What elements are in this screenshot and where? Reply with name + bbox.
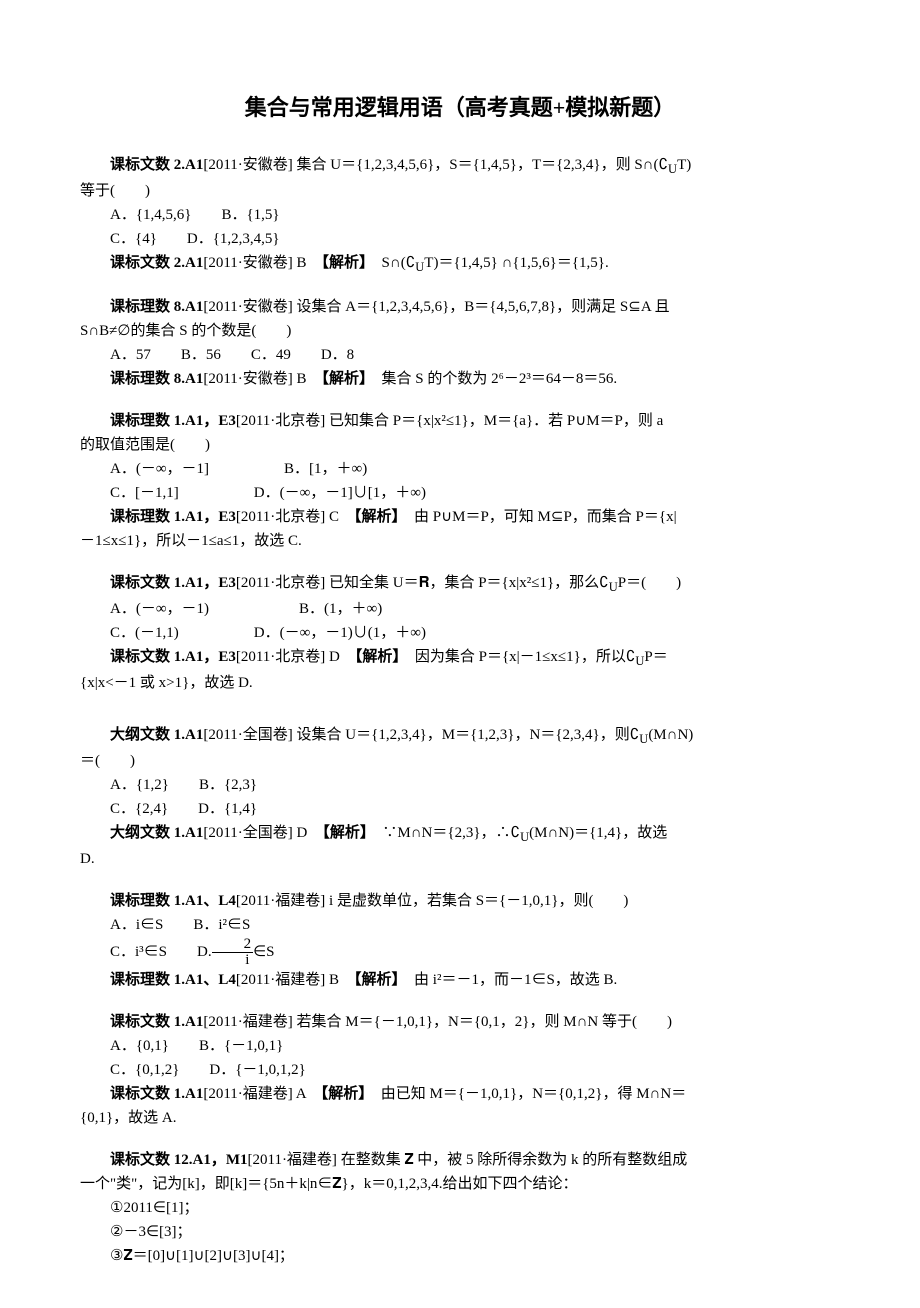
answer: 课标理数 8.A1[2011·安徽卷] B 【解析】 集合 S 的个数为 2⁶－… [80,367,840,391]
options-row-2: C．[－1,1] D．(－∞，－1]∪[1，＋∞) [80,481,840,505]
page-title: 集合与常用逻辑用语（高考真题+模拟新题） [80,90,840,125]
problem-stem: 课标文数 1.A1[2011·福建卷] 若集合 M＝{－1,0,1}，N＝{0,… [80,1010,840,1034]
stem-continuation: S∩B≠∅的集合 S 的个数是( ) [80,319,840,343]
answer-continuation: {0,1}，故选 A. [80,1106,840,1130]
answer: 课标文数 1.A1，E3[2011·北京卷] D 【解析】 因为集合 P＝{x|… [80,645,840,671]
answer-continuation: {x|x<－1 或 x>1}，故选 D. [80,671,840,695]
problem-6: 课标理数 1.A1、L4[2011·福建卷] i 是虚数单位，若集合 S＝{－1… [80,889,840,992]
problem-5: 大纲文数 1.A1[2011·全国卷] 设集合 U＝{1,2,3,4}，M＝{1… [80,723,840,871]
answer: 课标文数 1.A1[2011·福建卷] A 【解析】 由已知 M＝{－1,0,1… [80,1082,840,1106]
options-row-2: C．{4} D．{1,2,3,4,5} [80,227,840,251]
answer-continuation: －1≤x≤1}，所以－1≤a≤1，故选 C. [80,529,840,553]
answer: 课标文数 2.A1[2011·安徽卷] B 【解析】 S∩(∁UT)＝{1,4,… [80,251,840,277]
answer: 大纲文数 1.A1[2011·全国卷] D 【解析】 ∵M∩N＝{2,3}，∴∁… [80,821,840,847]
options-row-2: C．(－1,1) D．(－∞，－1)∪(1，＋∞) [80,621,840,645]
problem-2: 课标理数 8.A1[2011·安徽卷] 设集合 A＝{1,2,3,4,5,6}，… [80,295,840,391]
stem-continuation: 的取值范围是( ) [80,433,840,457]
problem-stem: 课标理数 8.A1[2011·安徽卷] 设集合 A＝{1,2,3,4,5,6}，… [80,295,840,319]
options-row-1: A．i∈S B．i²∈S [80,913,840,937]
sub-item-1: ①2011∈[1]； [80,1196,840,1220]
answer: 课标理数 1.A1、L4[2011·福建卷] B 【解析】 由 i²＝－1，而－… [80,968,840,992]
options-row-1: A．(－∞，－1) B．(1，＋∞) [80,597,840,621]
problem-stem: 大纲文数 1.A1[2011·全国卷] 设集合 U＝{1,2,3,4}，M＝{1… [80,723,840,749]
stem-continuation: ＝( ) [80,749,840,773]
problem-3: 课标理数 1.A1，E3[2011·北京卷] 已知集合 P＝{x|x²≤1}，M… [80,409,840,553]
problem-7: 课标文数 1.A1[2011·福建卷] 若集合 M＝{－1,0,1}，N＝{0,… [80,1010,840,1130]
options-row-2: C．i³∈S D.2i∈S [80,937,840,968]
problem-stem: 课标文数 12.A1，M1[2011·福建卷] 在整数集 𝐙 中，被 5 除所得… [80,1148,840,1172]
problem-stem: 课标文数 2.A1[2011·安徽卷] 集合 U＝{1,2,3,4,5,6}，S… [80,153,840,179]
problem-stem: 课标理数 1.A1、L4[2011·福建卷] i 是虚数单位，若集合 S＝{－1… [80,889,840,913]
options-row: A．57 B．56 C．49 D．8 [80,343,840,367]
sub-item-2: ②－3∈[3]； [80,1220,840,1244]
problem-stem: 课标文数 1.A1，E3[2011·北京卷] 已知全集 U＝𝐑，集合 P＝{x|… [80,571,840,597]
problem-stem: 课标理数 1.A1，E3[2011·北京卷] 已知集合 P＝{x|x²≤1}，M… [80,409,840,433]
stem-continuation: 等于( ) [80,179,840,203]
options-row-1: A．(－∞，－1] B．[1，＋∞) [80,457,840,481]
options-row-1: A．{1,4,5,6} B．{1,5} [80,203,840,227]
stem-continuation: 一个"类"，记为[k]，即[k]＝{5n＋k|n∈𝐙}，k＝0,1,2,3,4.… [80,1172,840,1196]
answer: 课标理数 1.A1，E3[2011·北京卷] C 【解析】 由 P∪M＝P，可知… [80,505,840,529]
problem-4: 课标文数 1.A1，E3[2011·北京卷] 已知全集 U＝𝐑，集合 P＝{x|… [80,571,840,695]
options-row-1: A．{1,2} B．{2,3} [80,773,840,797]
options-row-2: C．{0,1,2} D．{－1,0,1,2} [80,1058,840,1082]
answer-continuation: D. [80,847,840,871]
options-row-2: C．{2,4} D．{1,4} [80,797,840,821]
options-row-1: A．{0,1} B．{－1,0,1} [80,1034,840,1058]
problem-1: 课标文数 2.A1[2011·安徽卷] 集合 U＝{1,2,3,4,5,6}，S… [80,153,840,277]
sub-item-3: ③𝐙＝[0]∪[1]∪[2]∪[3]∪[4]； [80,1244,840,1268]
problem-8: 课标文数 12.A1，M1[2011·福建卷] 在整数集 𝐙 中，被 5 除所得… [80,1148,840,1268]
